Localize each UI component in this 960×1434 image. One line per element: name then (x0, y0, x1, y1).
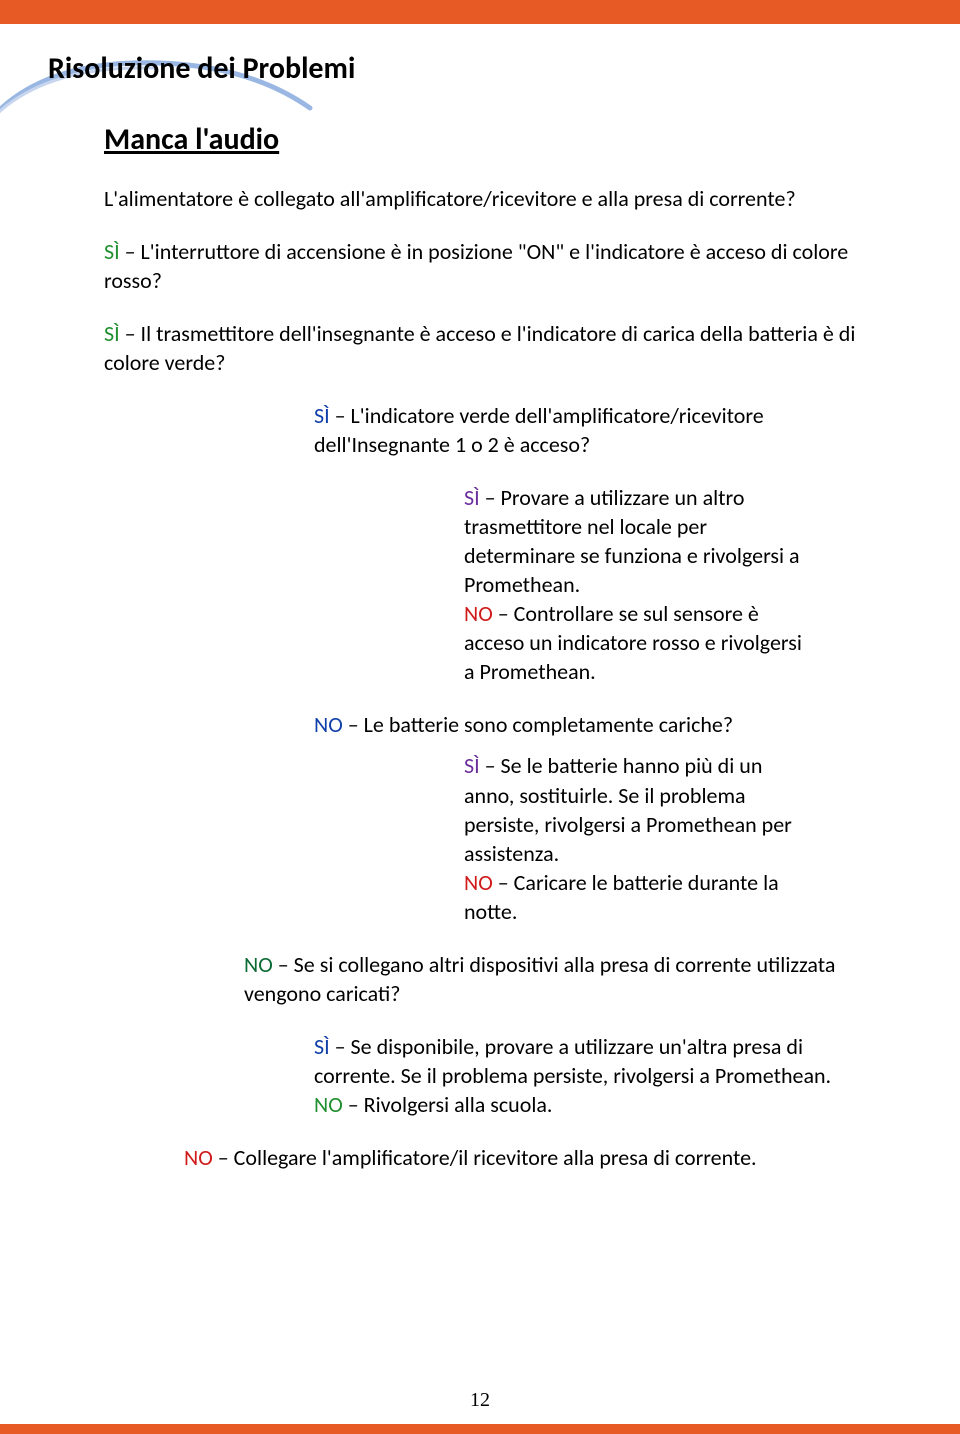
page-content: Risoluzione dei Problemi Manca l'audio L… (0, 24, 960, 1172)
si-label: SÌ (464, 484, 480, 511)
answer-si-2: SÌ – Il trasmettitore dell'insegnante è … (104, 319, 870, 377)
si-label: SÌ (464, 752, 480, 779)
answer-text: – Provare a utilizzare un altro trasmett… (464, 484, 800, 598)
no-label: NO (464, 600, 493, 627)
si-label: SÌ (104, 320, 120, 347)
answer-si-no-8: SÌ – Se disponibile, provare a utilizzar… (314, 1032, 870, 1119)
answer-text: – Le batterie sono completamente cariche… (343, 711, 733, 738)
si-label: SÌ (104, 238, 120, 265)
answer-no-5: NO – Le batterie sono completamente cari… (314, 710, 870, 739)
answer-text: – Se le batterie hanno più di un anno, s… (464, 752, 792, 866)
answer-no-7: NO – Se si collegano altri dispositivi a… (244, 950, 870, 1008)
answer-text: – Il trasmettitore dell'insegnante è acc… (104, 320, 855, 376)
no-label: NO (244, 951, 273, 978)
answer-text: – Se disponibile, provare a utilizzare u… (314, 1033, 831, 1089)
answer-no-9: NO – Collegare l'amplificatore/il ricevi… (184, 1143, 870, 1172)
answer-text: – Collegare l'amplificatore/il ricevitor… (213, 1144, 757, 1171)
si-label: SÌ (314, 1033, 330, 1060)
no-label: NO (314, 711, 343, 738)
no-label: NO (314, 1091, 343, 1118)
answer-si-1: SÌ – L'interruttore di accensione è in p… (104, 237, 870, 295)
no-label: NO (464, 869, 493, 896)
document-body: L'alimentatore è collegato all'amplifica… (104, 184, 870, 1172)
answer-text: – Controllare se sul sensore è acceso un… (464, 600, 802, 685)
answer-text: – Rivolgersi alla scuola. (343, 1091, 553, 1118)
bottom-accent-bar (0, 1424, 960, 1434)
answer-text: – Se si collegano altri dispositivi alla… (244, 951, 835, 1007)
top-accent-bar (0, 0, 960, 24)
page-number: 12 (0, 1389, 960, 1412)
no-label: NO (184, 1144, 213, 1171)
page-title: Risoluzione dei Problemi (48, 50, 870, 87)
answer-si-no-4: SÌ – Provare a utilizzare un altro trasm… (464, 483, 804, 686)
answer-si-no-6: SÌ – Se le batterie hanno più di un anno… (464, 751, 804, 925)
answer-si-3: SÌ – L'indicatore verde dell'amplificato… (314, 401, 870, 459)
question-root: L'alimentatore è collegato all'amplifica… (104, 184, 870, 213)
answer-text: – L'indicatore verde dell'amplificatore/… (314, 402, 764, 458)
answer-text: – Caricare le batterie durante la notte. (464, 869, 779, 925)
si-label: SÌ (314, 402, 330, 429)
answer-text: – L'interruttore di accensione è in posi… (104, 238, 848, 294)
section-title: Manca l'audio (104, 121, 870, 158)
